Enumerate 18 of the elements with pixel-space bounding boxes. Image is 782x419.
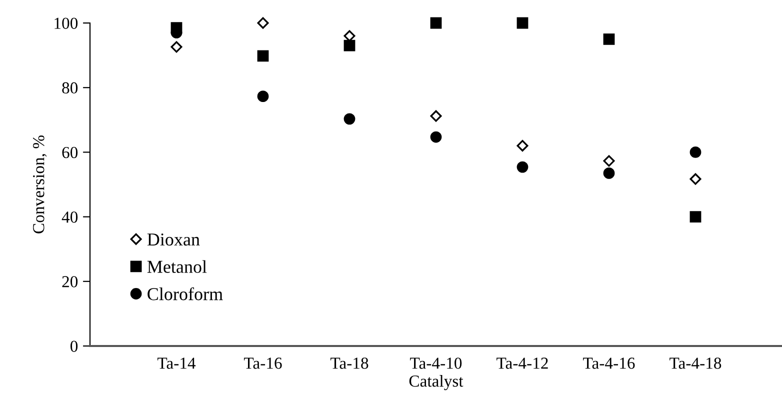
x-tick-label: Ta-4-18 <box>670 358 722 369</box>
y-tick-label: 60 <box>62 146 78 158</box>
x-tick-label: Ta-14 <box>157 358 196 369</box>
x-tick-label: Ta-18 <box>330 358 368 369</box>
x-tick-label: Ta-16 <box>244 358 282 369</box>
x-tick-label: Ta-4-12 <box>496 358 548 369</box>
y-tick-label: 40 <box>62 212 78 223</box>
x-tick-label: Ta-4-16 <box>583 358 635 369</box>
x-tick-label: Ta-4-10 <box>410 358 462 369</box>
y-tick-label: 80 <box>62 82 78 94</box>
legend-label: Dioxan <box>147 233 200 246</box>
y-tick-label: 100 <box>54 18 78 29</box>
y-axis-title: Conversion, % <box>33 136 47 234</box>
y-tick-label: 0 <box>70 340 78 352</box>
legend-label: Metanol <box>147 260 207 273</box>
legend-label: Cloroform <box>148 287 223 300</box>
y-tick-label: 20 <box>62 276 78 288</box>
x-axis-title: Catalyst <box>409 375 464 390</box>
